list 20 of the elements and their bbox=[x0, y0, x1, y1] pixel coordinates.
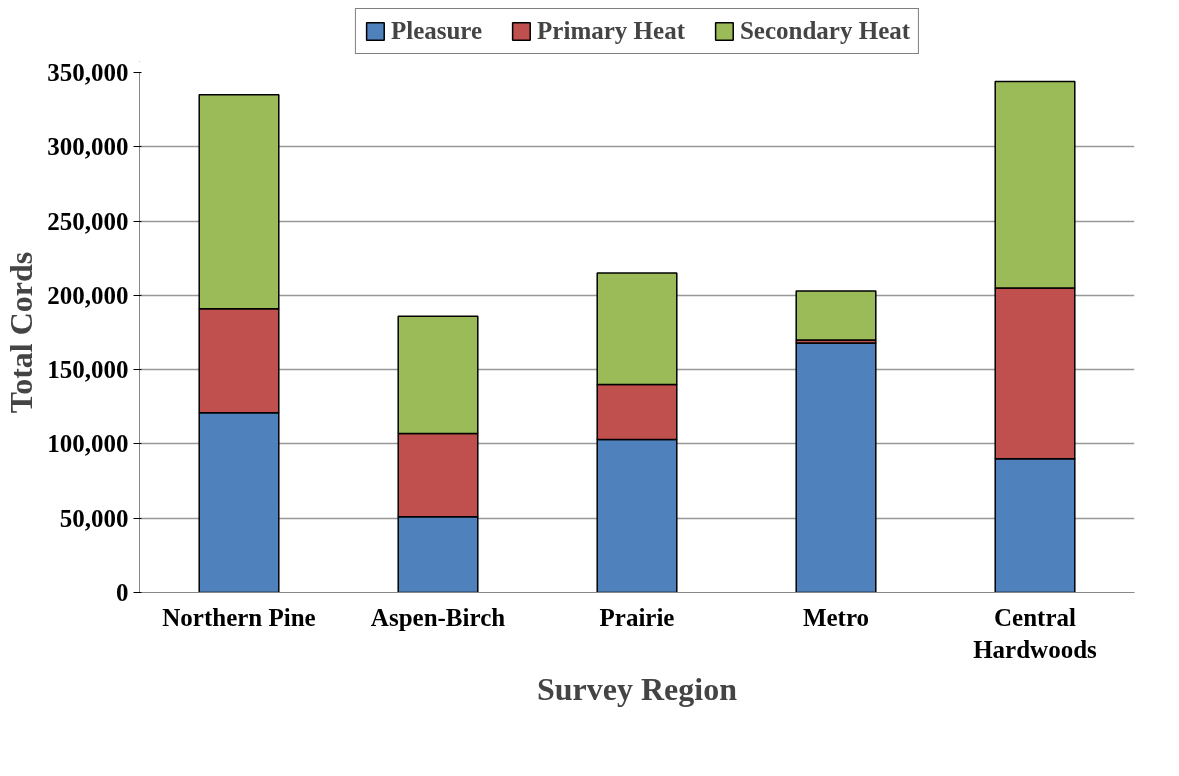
y-axis-title: Total Cords bbox=[3, 251, 40, 414]
x-tick-label: Northern Pine bbox=[162, 603, 316, 631]
y-tick-label: 150,000 bbox=[47, 356, 129, 384]
bar bbox=[795, 342, 877, 593]
x-tick-label: Central Hardwoods bbox=[973, 603, 1098, 663]
legend-label: Primary Heat bbox=[537, 17, 685, 45]
x-tick-label: Aspen-Birch bbox=[370, 603, 506, 631]
y-tick-label: 200,000 bbox=[47, 281, 129, 309]
y-tick-label: 250,000 bbox=[47, 207, 129, 235]
bar bbox=[795, 290, 877, 341]
y-tick-label: 0 bbox=[116, 579, 129, 606]
x-tick-label: Metro bbox=[802, 603, 870, 631]
x-tick-label: Prairie bbox=[599, 603, 675, 631]
y-tick-label: 300,000 bbox=[47, 133, 129, 161]
y-tick-label: 350,000 bbox=[47, 59, 129, 86]
legend-label: Pleasure bbox=[390, 17, 483, 45]
x-axis-title: Survey Region bbox=[537, 670, 738, 707]
y-tick-label: 50,000 bbox=[59, 504, 129, 532]
y-tick-label: 100,000 bbox=[47, 430, 129, 458]
legend-label: Secondary Heat bbox=[739, 17, 911, 45]
